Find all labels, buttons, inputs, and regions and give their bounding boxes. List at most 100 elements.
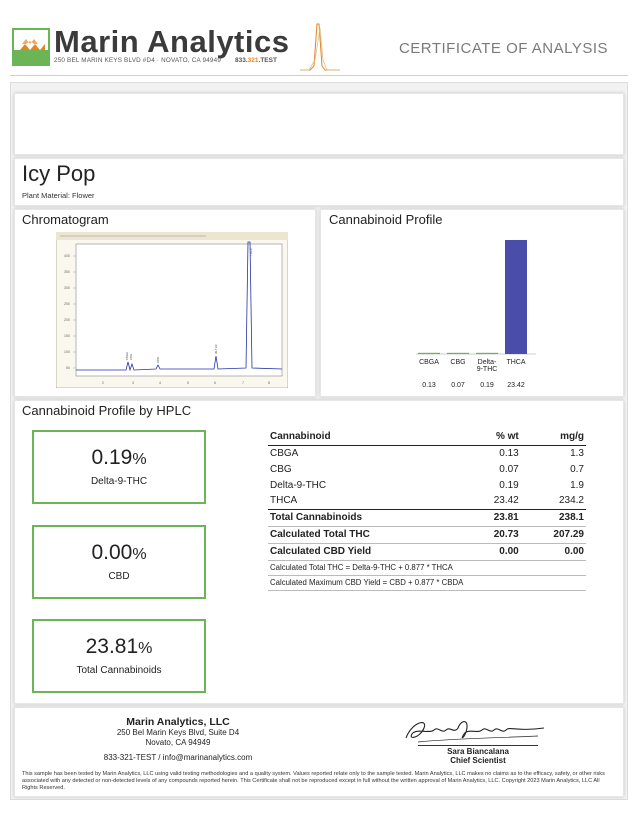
category-label: CBGA: [419, 359, 439, 366]
cell-pct-wt: 0.13: [499, 447, 519, 459]
formula-cbd-row: Calculated Maximum CBD Yield = CBD + 0.8…: [268, 574, 586, 591]
table-row: CBG 0.07 0.7: [268, 461, 586, 477]
svg-text:350: 350: [64, 270, 70, 274]
category-label: 9-THC: [477, 366, 498, 373]
stat-label: Total Cannabinoids: [76, 665, 162, 676]
cell-mg-g: 1.9: [570, 479, 584, 491]
cannabinoid-profile-title: Cannabinoid Profile: [329, 212, 443, 227]
svg-text:150: 150: [64, 334, 70, 338]
hplc-title: Cannabinoid Profile by HPLC: [22, 403, 192, 418]
disclaimer-text: This sample has been tested by Marin Ana…: [22, 771, 605, 791]
cell-mg-g: 1.3: [570, 447, 584, 459]
stat-label: CBD: [108, 571, 130, 582]
calc-cbd-row: Calculated CBD Yield 0.00 0.00: [268, 542, 586, 560]
svg-text:50: 50: [66, 366, 70, 370]
cell-calc-cbd-mg: 0.00: [520, 542, 586, 560]
stat-total-cannabinoids: 23.81% Total Cannabinoids: [32, 619, 206, 693]
table-row: CBGA 0.13 1.3: [268, 445, 586, 461]
certificate-title: CERTIFICATE OF ANALYSIS: [398, 40, 608, 57]
footer-panel: [14, 707, 624, 797]
cell-calc-thc-mg: 207.29: [520, 525, 586, 543]
signer-block: Sara Biancalana Chief Scientist: [418, 745, 538, 765]
lab-contact: 833-321-TEST / info@marinanalytics.com: [103, 753, 253, 762]
svg-text:6: 6: [214, 381, 216, 385]
svg-text:100: 100: [64, 350, 70, 354]
cell-cannabinoid: Delta-9-THC: [270, 479, 327, 491]
svg-text:200: 200: [64, 318, 70, 322]
stat-value: 0.00%: [91, 541, 147, 564]
svg-text:CBG: CBG: [129, 354, 133, 360]
stat-cbd: 0.00% CBD: [32, 525, 206, 599]
formula-cbd: Calculated Maximum CBD Yield = CBD + 0.8…: [268, 574, 586, 591]
top-banner-panel: [14, 93, 624, 155]
bar-delta-9-thc: [476, 352, 498, 354]
svg-text:CBN: CBN: [156, 357, 160, 363]
svg-text:3: 3: [132, 381, 134, 385]
cell-mg-g: 0.7: [570, 463, 584, 475]
brand-name: Marin Analytics: [54, 24, 290, 59]
cell-cannabinoid: CBG: [270, 463, 292, 475]
product-panel: [14, 158, 624, 206]
stat-value: 23.81%: [85, 635, 153, 658]
cannabinoid-profile-panel: [320, 209, 624, 397]
bar-cbga: [418, 352, 440, 354]
chromatogram-image: 400 350 300 250 200 150 100 50 2 3 4 5 6 7 8 CBGA…: [56, 232, 288, 388]
lab-info: Marin Analytics, LLC 250 Bel Marin Keys …: [78, 716, 278, 762]
column-header-mg-g: mg/g: [520, 428, 586, 446]
cell-calc-thc-pct: 20.73: [466, 525, 521, 543]
column-header-pct-wt: % wt: [466, 428, 521, 446]
brand-phone: 833.321.TEST: [235, 57, 277, 64]
table-row: Delta-9-THC 0.19 1.9: [268, 477, 586, 493]
value-label: 23.42: [507, 382, 525, 389]
svg-text:d9-THC: d9-THC: [214, 344, 218, 354]
brand-address: 250 BEL MARIN KEYS BLVD #D4 · NOVATO, CA…: [54, 57, 222, 64]
cell-calc-cbd-label: Calculated CBD Yield: [268, 542, 467, 560]
cell-calc-thc-label: Calculated Total THC: [268, 525, 467, 543]
logo-icon: [12, 28, 50, 66]
formula-thc-row: Calculated Total THC = Delta-9-THC + 0.8…: [268, 559, 586, 575]
results-table: Cannabinoid % wt mg/g CBGA 0.13 1.3 CBG …: [268, 428, 586, 591]
cell-total-mg: 238.1: [520, 508, 586, 526]
column-header-cannabinoid: Cannabinoid: [268, 428, 467, 446]
value-label: 0.07: [451, 382, 465, 389]
svg-text:300: 300: [64, 286, 70, 290]
svg-text:4: 4: [159, 381, 161, 385]
category-label: Delta-: [478, 359, 497, 366]
signer-title: Chief Scientist: [450, 756, 506, 765]
svg-text:THCA: THCA: [249, 248, 253, 256]
table-row: THCA 23.42 234.2: [268, 493, 586, 509]
product-material: Plant Material: Flower: [22, 191, 95, 200]
cell-pct-wt: 23.42: [493, 495, 519, 507]
formula-thc: Calculated Total THC = Delta-9-THC + 0.8…: [268, 559, 586, 575]
bar-cbg: [447, 352, 469, 354]
chromatogram-title: Chromatogram: [22, 212, 109, 227]
bar-thca: [505, 240, 527, 354]
product-name: Icy Pop: [22, 161, 96, 186]
svg-text:8: 8: [268, 381, 270, 385]
value-label: 0.13: [422, 382, 436, 389]
cell-cannabinoid: CBGA: [270, 447, 299, 459]
total-row: Total Cannabinoids 23.81 238.1: [268, 508, 586, 526]
svg-text:5: 5: [187, 381, 189, 385]
cannabinoid-profile-chart: CBGA 0.13 CBG 0.07 Delta-9-THC 0.19 THCA 23.42: [416, 240, 536, 389]
category-label: CBG: [450, 359, 465, 366]
peak-decoration-icon: [300, 23, 340, 71]
cell-total-label: Total Cannabinoids: [268, 508, 467, 526]
calc-thc-row: Calculated Total THC 20.73 207.29: [268, 525, 586, 543]
svg-text:400: 400: [64, 254, 70, 258]
header-divider: [10, 75, 628, 76]
svg-text:2: 2: [102, 381, 104, 385]
cell-total-pct: 23.81: [466, 508, 521, 526]
stat-delta9-thc: 0.19% Delta-9-THC: [32, 430, 206, 504]
cell-calc-cbd-pct: 0.00: [466, 542, 521, 560]
cell-mg-g: 234.2: [558, 495, 584, 507]
table-header-row: Cannabinoid % wt mg/g: [268, 428, 586, 446]
svg-text:7: 7: [242, 381, 244, 385]
cell-pct-wt: 0.19: [499, 479, 519, 491]
signature-icon: [405, 721, 545, 743]
svg-text:250: 250: [64, 302, 70, 306]
lab-address-line-2: Novato, CA 94949: [145, 738, 211, 747]
lab-name: Marin Analytics, LLC: [126, 716, 230, 728]
stat-value: 0.19%: [91, 446, 147, 469]
cell-cannabinoid: THCA: [270, 495, 298, 507]
